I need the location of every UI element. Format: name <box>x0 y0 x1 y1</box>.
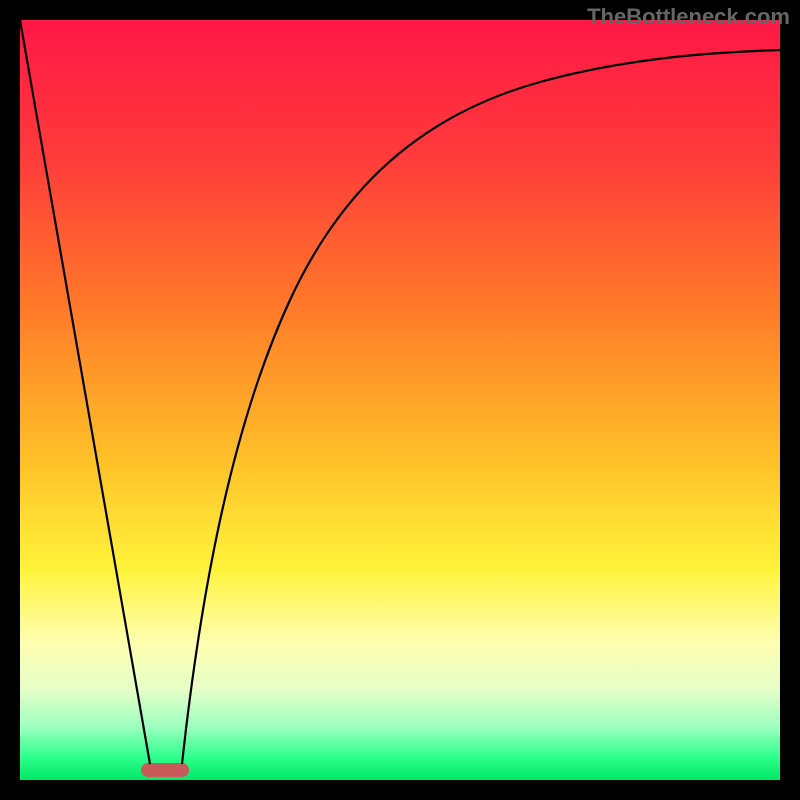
chart-gradient-background <box>20 20 780 780</box>
bottleneck-chart: TheBottleneck.com <box>0 0 800 800</box>
watermark-text: TheBottleneck.com <box>587 4 790 30</box>
optimum-marker <box>141 763 189 777</box>
chart-svg <box>0 0 800 800</box>
